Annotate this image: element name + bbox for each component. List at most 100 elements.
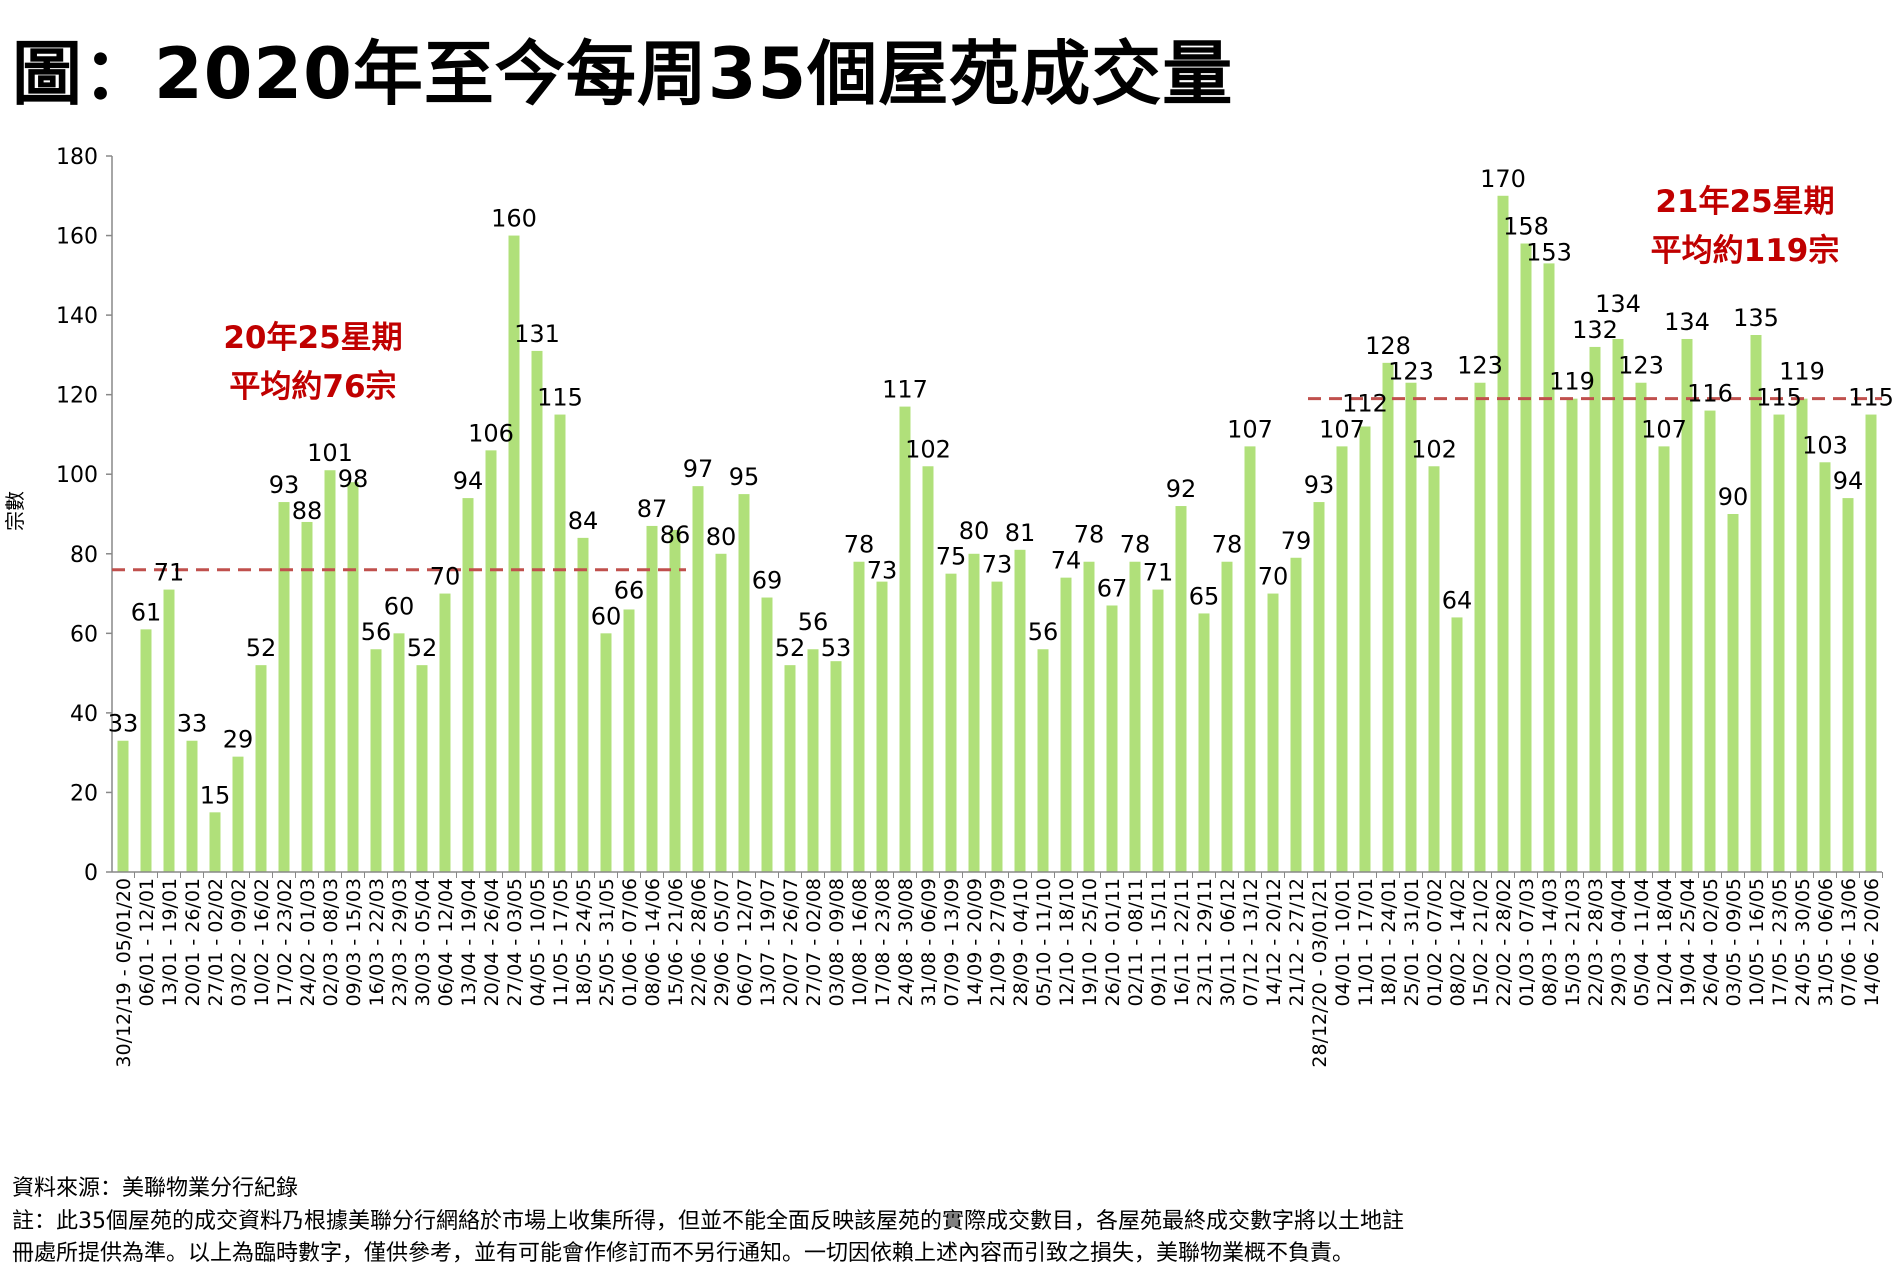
bar [1244, 446, 1256, 872]
x-tick-label: 02/11 - 08/11 [1125, 878, 1147, 1006]
x-tick-label: 24/05 - 30/05 [1792, 878, 1814, 1006]
bar [853, 561, 865, 872]
data-label: 92 [1166, 475, 1197, 503]
bar [1658, 446, 1670, 872]
footer-note-1: 註：此35個屋苑的成交資料乃根據美聯分行網絡於市場上收集所得，但並不能全面反映該… [12, 1209, 1404, 1234]
x-tick-label: 21/12 - 27/12 [1286, 878, 1308, 1006]
x-tick-label: 29/03 - 04/04 [1608, 878, 1630, 1006]
x-tick-label: 05/04 - 11/04 [1631, 878, 1653, 1006]
bar [416, 665, 428, 872]
x-tick-label: 01/02 - 07/02 [1424, 878, 1446, 1006]
data-label: 94 [453, 467, 484, 495]
x-tick-label: 07/09 - 13/09 [941, 878, 963, 1006]
data-label: 94 [1833, 467, 1864, 495]
bar [1428, 466, 1440, 872]
x-tick-label: 07/06 - 13/06 [1838, 878, 1860, 1006]
bar [1014, 549, 1026, 872]
x-tick-label: 03/08 - 09/08 [826, 878, 848, 1006]
bar [1474, 382, 1486, 872]
bar [1796, 398, 1808, 872]
data-label: 33 [177, 710, 208, 738]
bar [1267, 593, 1279, 872]
x-tick-label: 16/11 - 22/11 [1171, 878, 1193, 1006]
y-tick-label: 160 [56, 225, 98, 250]
bar [531, 350, 543, 872]
y-tick-label: 60 [70, 622, 98, 647]
bar [1704, 410, 1716, 872]
data-label: 158 [1503, 213, 1549, 241]
bar [1313, 502, 1325, 872]
data-label: 97 [683, 455, 714, 483]
x-tick-label: 20/01 - 26/01 [182, 878, 204, 1006]
data-label: 69 [752, 567, 783, 595]
bar [1497, 195, 1509, 872]
data-label: 102 [905, 435, 951, 463]
data-label: 107 [1227, 415, 1273, 443]
data-label: 123 [1618, 352, 1664, 380]
bar [255, 665, 267, 872]
data-label: 29 [223, 726, 254, 754]
x-tick-label: 17/02 - 23/02 [274, 878, 296, 1006]
bar [140, 629, 152, 872]
bar [232, 756, 244, 872]
bar [738, 494, 750, 872]
data-label: 87 [637, 495, 668, 523]
bar [623, 609, 635, 872]
y-axis-label: 宗數 [3, 491, 27, 531]
bar [784, 665, 796, 872]
bar [600, 633, 612, 872]
x-tick-label: 13/04 - 19/04 [458, 878, 480, 1006]
bar [807, 649, 819, 872]
bar [1106, 605, 1118, 872]
x-tick-label: 22/03 - 28/03 [1585, 878, 1607, 1006]
x-tick-label: 11/01 - 17/01 [1355, 878, 1377, 1006]
chart-title: 圖：2020年至今每周35個屋苑成交量 [12, 33, 1234, 115]
x-tick-label: 28/12/20 - 03/01/21 [1309, 878, 1331, 1068]
x-tick-label: 27/07 - 02/08 [803, 878, 825, 1006]
x-tick-label: 06/01 - 12/01 [136, 878, 158, 1006]
data-label: 74 [1051, 547, 1082, 575]
x-tick-label: 08/02 - 14/02 [1447, 878, 1469, 1006]
x-tick-label: 14/06 - 20/06 [1861, 878, 1883, 1006]
x-tick-label: 06/07 - 12/07 [734, 878, 756, 1006]
y-tick-label: 0 [84, 861, 98, 886]
x-tick-label: 09/11 - 15/11 [1148, 878, 1170, 1006]
bar [692, 486, 704, 872]
bar [577, 537, 589, 872]
data-label: 112 [1342, 389, 1388, 417]
x-tick-label: 22/02 - 28/02 [1493, 878, 1515, 1006]
x-tick-label: 27/01 - 02/02 [205, 878, 227, 1006]
x-tick-label: 29/06 - 05/07 [711, 878, 733, 1006]
x-tick-label: 26/04 - 02/05 [1700, 878, 1722, 1006]
x-tick-label: 10/05 - 16/05 [1746, 878, 1768, 1006]
data-label: 70 [1258, 563, 1289, 591]
bar [1635, 382, 1647, 872]
data-label: 56 [361, 618, 392, 646]
bar [646, 525, 658, 872]
data-label: 132 [1572, 316, 1618, 344]
bar [278, 502, 290, 872]
bar [1589, 346, 1601, 872]
data-label: 170 [1480, 165, 1526, 193]
bar [761, 597, 773, 872]
x-tick-label: 05/10 - 11/10 [1033, 878, 1055, 1006]
data-label: 79 [1281, 527, 1312, 555]
data-label: 53 [821, 634, 852, 662]
data-label: 134 [1595, 290, 1641, 318]
x-tick-label: 01/03 - 07/03 [1516, 878, 1538, 1006]
data-label: 61 [131, 598, 162, 626]
bar [1727, 514, 1739, 872]
bar [462, 498, 474, 872]
bar [393, 633, 405, 872]
data-label: 33 [108, 710, 139, 738]
bar [1359, 426, 1371, 872]
data-label: 123 [1457, 352, 1503, 380]
x-tick-label: 25/05 - 31/05 [596, 878, 618, 1006]
data-label: 56 [1028, 618, 1059, 646]
x-tick-label: 08/06 - 14/06 [642, 878, 664, 1006]
x-tick-label: 02/03 - 08/03 [320, 878, 342, 1006]
bar [968, 553, 980, 872]
avg-annotation-2021-line2: 平均約119宗 [1650, 233, 1840, 269]
bar [945, 573, 957, 872]
bar [163, 589, 175, 872]
